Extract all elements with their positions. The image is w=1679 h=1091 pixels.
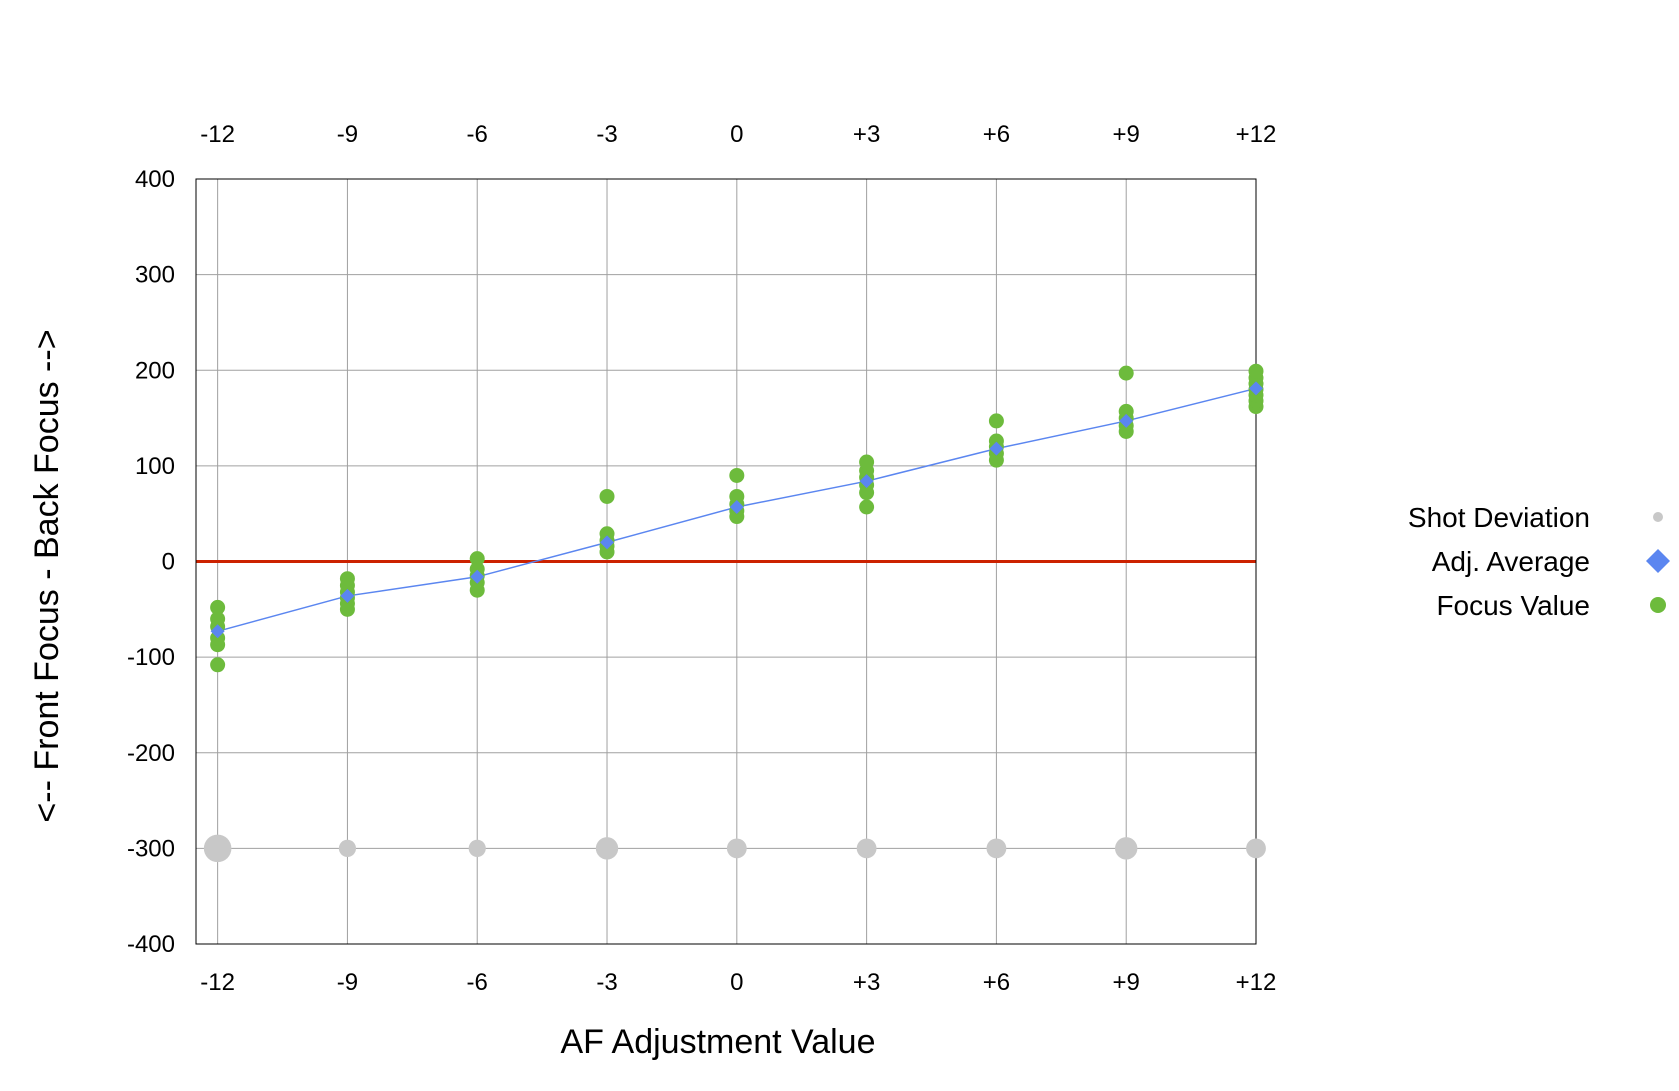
focus-value-point [469, 561, 485, 577]
x-tick-label-bottom: +12 [1236, 969, 1277, 996]
y-tick-label: 200 [135, 357, 175, 384]
adj-average-point [340, 588, 355, 603]
focus-value-point [1118, 365, 1134, 381]
x-tick-label-top: +12 [1236, 121, 1277, 148]
focus-value-point [599, 488, 615, 504]
adj-average-point [210, 624, 225, 639]
x-tick-label-bottom: -6 [467, 969, 488, 996]
focus-value-point [339, 571, 355, 587]
focus-value-point [729, 488, 745, 504]
focus-value-point [210, 611, 226, 627]
legend: Shot Deviation Adj. Average Focus Value [1408, 502, 1670, 621]
legend-label: Adj. Average [1432, 546, 1590, 577]
focus-value-point [599, 526, 615, 542]
focus-value-point [469, 551, 485, 567]
adj-average-point [1119, 413, 1134, 428]
x-tick-label-bottom: +9 [1113, 969, 1140, 996]
x-tick-label-bottom: +6 [983, 969, 1010, 996]
y-tick-label: -300 [127, 835, 175, 862]
x-tick-labels-top: -12 -9 -6 -3 0 +3 +6 +9 +12 [200, 121, 1276, 148]
y-axis-title: <-- Front Focus - Back Focus --> [28, 329, 66, 822]
shot-deviation-bubble [338, 839, 357, 857]
legend-marker-adj-average [1646, 549, 1670, 573]
plot-frame [195, 178, 1257, 945]
focus-value-point [1118, 403, 1134, 419]
legend-label: Shot Deviation [1408, 502, 1590, 533]
x-tick-label-bottom: +3 [853, 969, 880, 996]
shot-deviation-bubble [856, 838, 877, 859]
chart-marks [203, 363, 1266, 863]
y-tick-label: -200 [127, 740, 175, 767]
shot-deviation-bubble [595, 837, 619, 860]
x-tick-label-bottom: 0 [730, 969, 743, 996]
shot-deviation-bubble [726, 838, 747, 859]
y-tick-labels: 400 300 200 100 0 -100 -200 -300 -400 [127, 166, 175, 958]
shot-deviation-bubble [986, 838, 1007, 859]
shot-deviation-bubble [468, 839, 486, 857]
x-tick-label-top: -12 [200, 121, 235, 148]
shot-deviation-bubble [203, 834, 232, 863]
shot-deviation-bubble [1115, 837, 1138, 860]
x-tick-label-top: +6 [983, 121, 1010, 148]
focus-value-point [988, 413, 1004, 429]
y-tick-label: 100 [135, 453, 175, 480]
x-tick-labels-bottom: -12 -9 -6 -3 0 +3 +6 +9 +12 [200, 969, 1276, 996]
y-tick-label: 400 [135, 166, 175, 193]
x-axis-title: AF Adjustment Value [561, 1023, 876, 1061]
adj-average-point [859, 474, 874, 489]
adj-average-point [600, 535, 615, 550]
y-tick-label: -100 [127, 644, 175, 671]
focus-value-point [729, 467, 745, 483]
adj-average-point [989, 441, 1004, 456]
focus-value-point [1248, 363, 1264, 379]
legend-marker-shot-deviation [1653, 512, 1663, 522]
focus-value-point [859, 454, 875, 470]
adj-average-point [729, 499, 744, 514]
x-tick-label-bottom: -3 [596, 969, 617, 996]
focus-value-point [859, 499, 875, 515]
adj-average-point [470, 569, 485, 584]
x-tick-label-top: -9 [337, 121, 358, 148]
x-tick-label-top: +9 [1113, 121, 1140, 148]
focus-value-point [210, 657, 226, 673]
x-tick-label-top: 0 [730, 121, 743, 148]
y-tick-label: 300 [135, 262, 175, 289]
x-tick-label-bottom: -9 [337, 969, 358, 996]
adj-average-point [1249, 381, 1263, 396]
legend-marker-focus-value [1650, 597, 1666, 613]
y-tick-label: -400 [127, 931, 175, 958]
shot-deviation-bubble [1246, 838, 1266, 859]
x-tick-label-bottom: -12 [200, 969, 235, 996]
x-tick-label-top: -3 [596, 121, 617, 148]
focus-value-point [210, 599, 226, 615]
legend-label: Focus Value [1436, 590, 1590, 621]
x-tick-label-top: -6 [467, 121, 488, 148]
x-tick-label-top: +3 [853, 121, 880, 148]
focus-value-point [988, 433, 1004, 449]
y-tick-label: 0 [162, 549, 175, 576]
